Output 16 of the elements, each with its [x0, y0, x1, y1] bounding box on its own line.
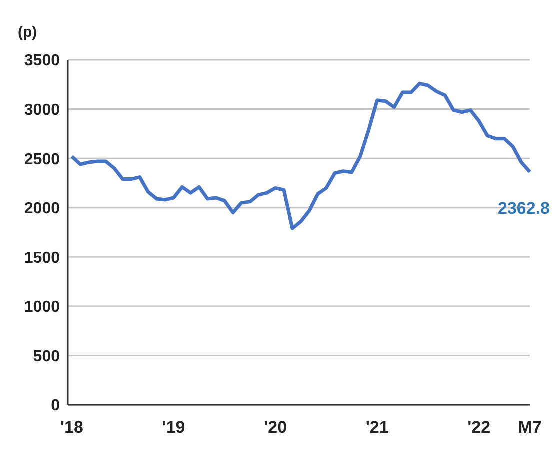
x-tick-label: M7 — [518, 418, 542, 438]
y-tick-label: 3500 — [24, 52, 60, 70]
x-tick-label: '18 — [60, 418, 84, 438]
y-tick-label: 0 — [51, 398, 60, 415]
y-tick-label: 3000 — [24, 102, 60, 119]
y-tick-label: 500 — [33, 348, 60, 366]
y-tick-label: 1500 — [24, 250, 60, 267]
x-tick-label: '21 — [366, 418, 389, 438]
y-tick-label: 2000 — [24, 200, 60, 218]
annotation: 2362.8 — [498, 199, 550, 218]
x-tick-label: '20 — [264, 418, 288, 438]
x-tick-label: '19 — [162, 418, 186, 438]
x-tick-label: '22 — [468, 418, 491, 438]
y-axis-title: (p) — [18, 24, 38, 41]
y-tick-label: 2500 — [24, 151, 60, 168]
y-tick-label: 1000 — [24, 299, 60, 316]
